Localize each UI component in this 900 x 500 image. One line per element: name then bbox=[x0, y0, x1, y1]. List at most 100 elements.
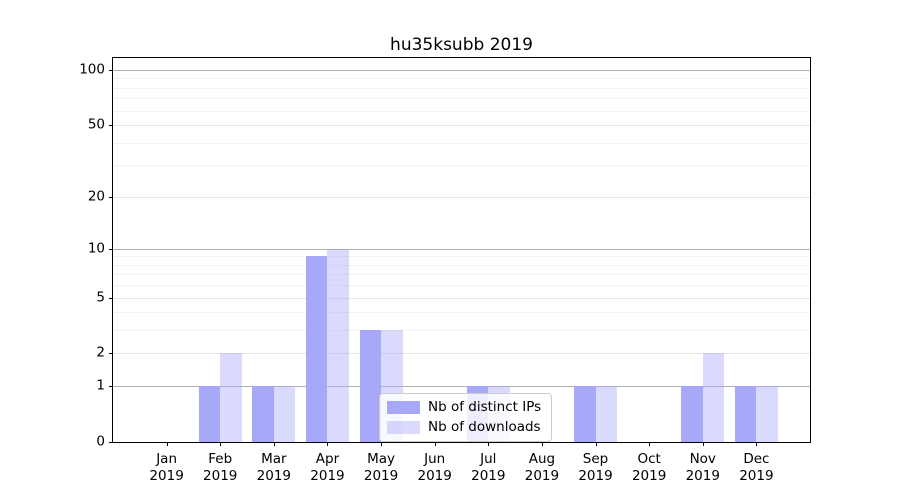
plot-area: Nb of distinct IPs Nb of downloads bbox=[112, 57, 811, 443]
x-tick-year: 2019 bbox=[524, 468, 560, 484]
x-tick-mark bbox=[166, 442, 168, 446]
x-tick-year: 2019 bbox=[471, 468, 506, 484]
bar-distinct-ips bbox=[359, 330, 382, 442]
y-tick-label: 20 bbox=[87, 187, 105, 204]
bar-downloads bbox=[220, 353, 242, 442]
legend-swatch-downloads bbox=[387, 420, 420, 434]
x-tick-mark bbox=[327, 442, 329, 446]
y-tick-label: 5 bbox=[96, 288, 105, 305]
y-gridline-minor bbox=[113, 274, 810, 276]
x-tick-year: 2019 bbox=[203, 468, 238, 484]
x-tick-month: Oct bbox=[637, 451, 661, 467]
y-gridline-minor bbox=[113, 264, 810, 266]
x-tick-mark bbox=[756, 442, 758, 446]
bar-distinct-ips bbox=[574, 386, 596, 442]
legend-entry-distinct-ips: Nb of distinct IPs bbox=[387, 400, 541, 415]
x-tick-label: Nov 2019 bbox=[668, 451, 738, 485]
x-tick-label: Aug 2019 bbox=[507, 451, 577, 485]
legend-label-distinct-ips: Nb of distinct IPs bbox=[428, 399, 542, 415]
y-tick-mark bbox=[109, 124, 113, 126]
x-tick-month: May bbox=[367, 451, 396, 467]
y-gridline-minor bbox=[113, 78, 810, 80]
y-gridline-minor bbox=[113, 312, 810, 314]
x-tick-label: Oct 2019 bbox=[614, 451, 684, 485]
legend: Nb of distinct IPs Nb of downloads bbox=[379, 393, 553, 442]
x-tick-label: Jan 2019 bbox=[132, 451, 202, 485]
x-tick-mark bbox=[488, 442, 490, 446]
y-tick-mark bbox=[109, 196, 113, 198]
x-tick-label: Jun 2019 bbox=[400, 451, 470, 485]
y-gridline-minor bbox=[113, 285, 810, 287]
legend-label-downloads: Nb of downloads bbox=[428, 418, 541, 435]
y-gridline bbox=[113, 297, 810, 299]
y-gridline-minor bbox=[113, 87, 810, 89]
y-tick-label: 50 bbox=[87, 116, 105, 133]
y-tick-mark bbox=[109, 69, 113, 71]
y-tick-mark bbox=[109, 442, 113, 443]
x-tick-year: 2019 bbox=[685, 468, 720, 484]
bar-downloads bbox=[702, 353, 725, 442]
bar-downloads bbox=[756, 386, 778, 442]
y-tick-label: 1 bbox=[96, 377, 105, 394]
x-tick-month: Nov bbox=[689, 451, 716, 467]
x-tick-label: Dec 2019 bbox=[721, 451, 791, 485]
y-gridline bbox=[113, 124, 810, 126]
x-tick-month: Feb bbox=[208, 451, 233, 467]
y-tick-label: 10 bbox=[87, 239, 105, 256]
x-tick-month: Sep bbox=[582, 451, 609, 467]
y-tick-label: 2 bbox=[96, 344, 105, 361]
y-tick-mark bbox=[109, 297, 113, 299]
y-tick-mark bbox=[109, 248, 113, 250]
x-tick-mark bbox=[649, 442, 651, 446]
y-gridline-minor bbox=[113, 165, 810, 167]
y-gridline-minor bbox=[113, 330, 810, 332]
x-tick-label: Feb 2019 bbox=[185, 451, 255, 485]
y-gridline-major bbox=[113, 69, 810, 71]
x-tick-mark bbox=[220, 442, 222, 446]
x-tick-month: Aug bbox=[528, 451, 556, 467]
x-tick-month: Apr bbox=[315, 451, 340, 467]
bar-distinct-ips bbox=[681, 386, 703, 442]
legend-entry-downloads: Nb of downloads bbox=[387, 418, 541, 435]
x-tick-label: Apr 2019 bbox=[292, 451, 362, 485]
chart-title: hu35ksubb 2019 bbox=[390, 35, 533, 55]
x-tick-year: 2019 bbox=[363, 468, 399, 484]
y-tick-label: 0 bbox=[96, 433, 105, 450]
x-tick-mark bbox=[434, 442, 436, 446]
y-tick-mark bbox=[109, 353, 113, 355]
x-tick-year: 2019 bbox=[631, 468, 667, 484]
x-tick-month: Mar bbox=[261, 451, 287, 467]
x-tick-mark bbox=[702, 442, 704, 446]
bar-distinct-ips bbox=[306, 256, 328, 442]
y-gridline bbox=[113, 353, 810, 355]
x-tick-year: 2019 bbox=[149, 468, 184, 484]
y-gridline-minor bbox=[113, 142, 810, 144]
x-tick-year: 2019 bbox=[578, 468, 613, 484]
bar-downloads bbox=[595, 386, 617, 442]
x-tick-mark bbox=[595, 442, 597, 446]
x-tick-label: Sep 2019 bbox=[561, 451, 631, 485]
y-tick-label: 100 bbox=[79, 61, 105, 78]
x-tick-year: 2019 bbox=[417, 468, 452, 484]
y-gridline-major bbox=[113, 248, 810, 250]
y-gridline bbox=[113, 196, 810, 198]
x-tick-mark bbox=[381, 442, 383, 446]
y-gridline-major bbox=[113, 386, 810, 388]
bar-downloads bbox=[273, 386, 296, 442]
y-gridline-minor bbox=[113, 110, 810, 112]
y-gridline-minor bbox=[113, 98, 810, 100]
legend-swatch-distinct-ips bbox=[387, 400, 420, 414]
x-tick-label: Jul 2019 bbox=[453, 451, 523, 485]
x-tick-month: Jun bbox=[424, 451, 446, 467]
bar-distinct-ips bbox=[734, 386, 757, 442]
x-tick-year: 2019 bbox=[739, 468, 774, 484]
bar-downloads bbox=[327, 248, 349, 442]
x-tick-label: May 2019 bbox=[346, 451, 416, 485]
x-tick-month: Jan bbox=[156, 451, 178, 467]
x-tick-month: Dec bbox=[743, 451, 770, 467]
y-tick-mark bbox=[109, 386, 113, 388]
bar-distinct-ips bbox=[198, 386, 221, 442]
x-tick-label: Mar 2019 bbox=[239, 451, 309, 485]
x-tick-mark bbox=[541, 442, 543, 446]
